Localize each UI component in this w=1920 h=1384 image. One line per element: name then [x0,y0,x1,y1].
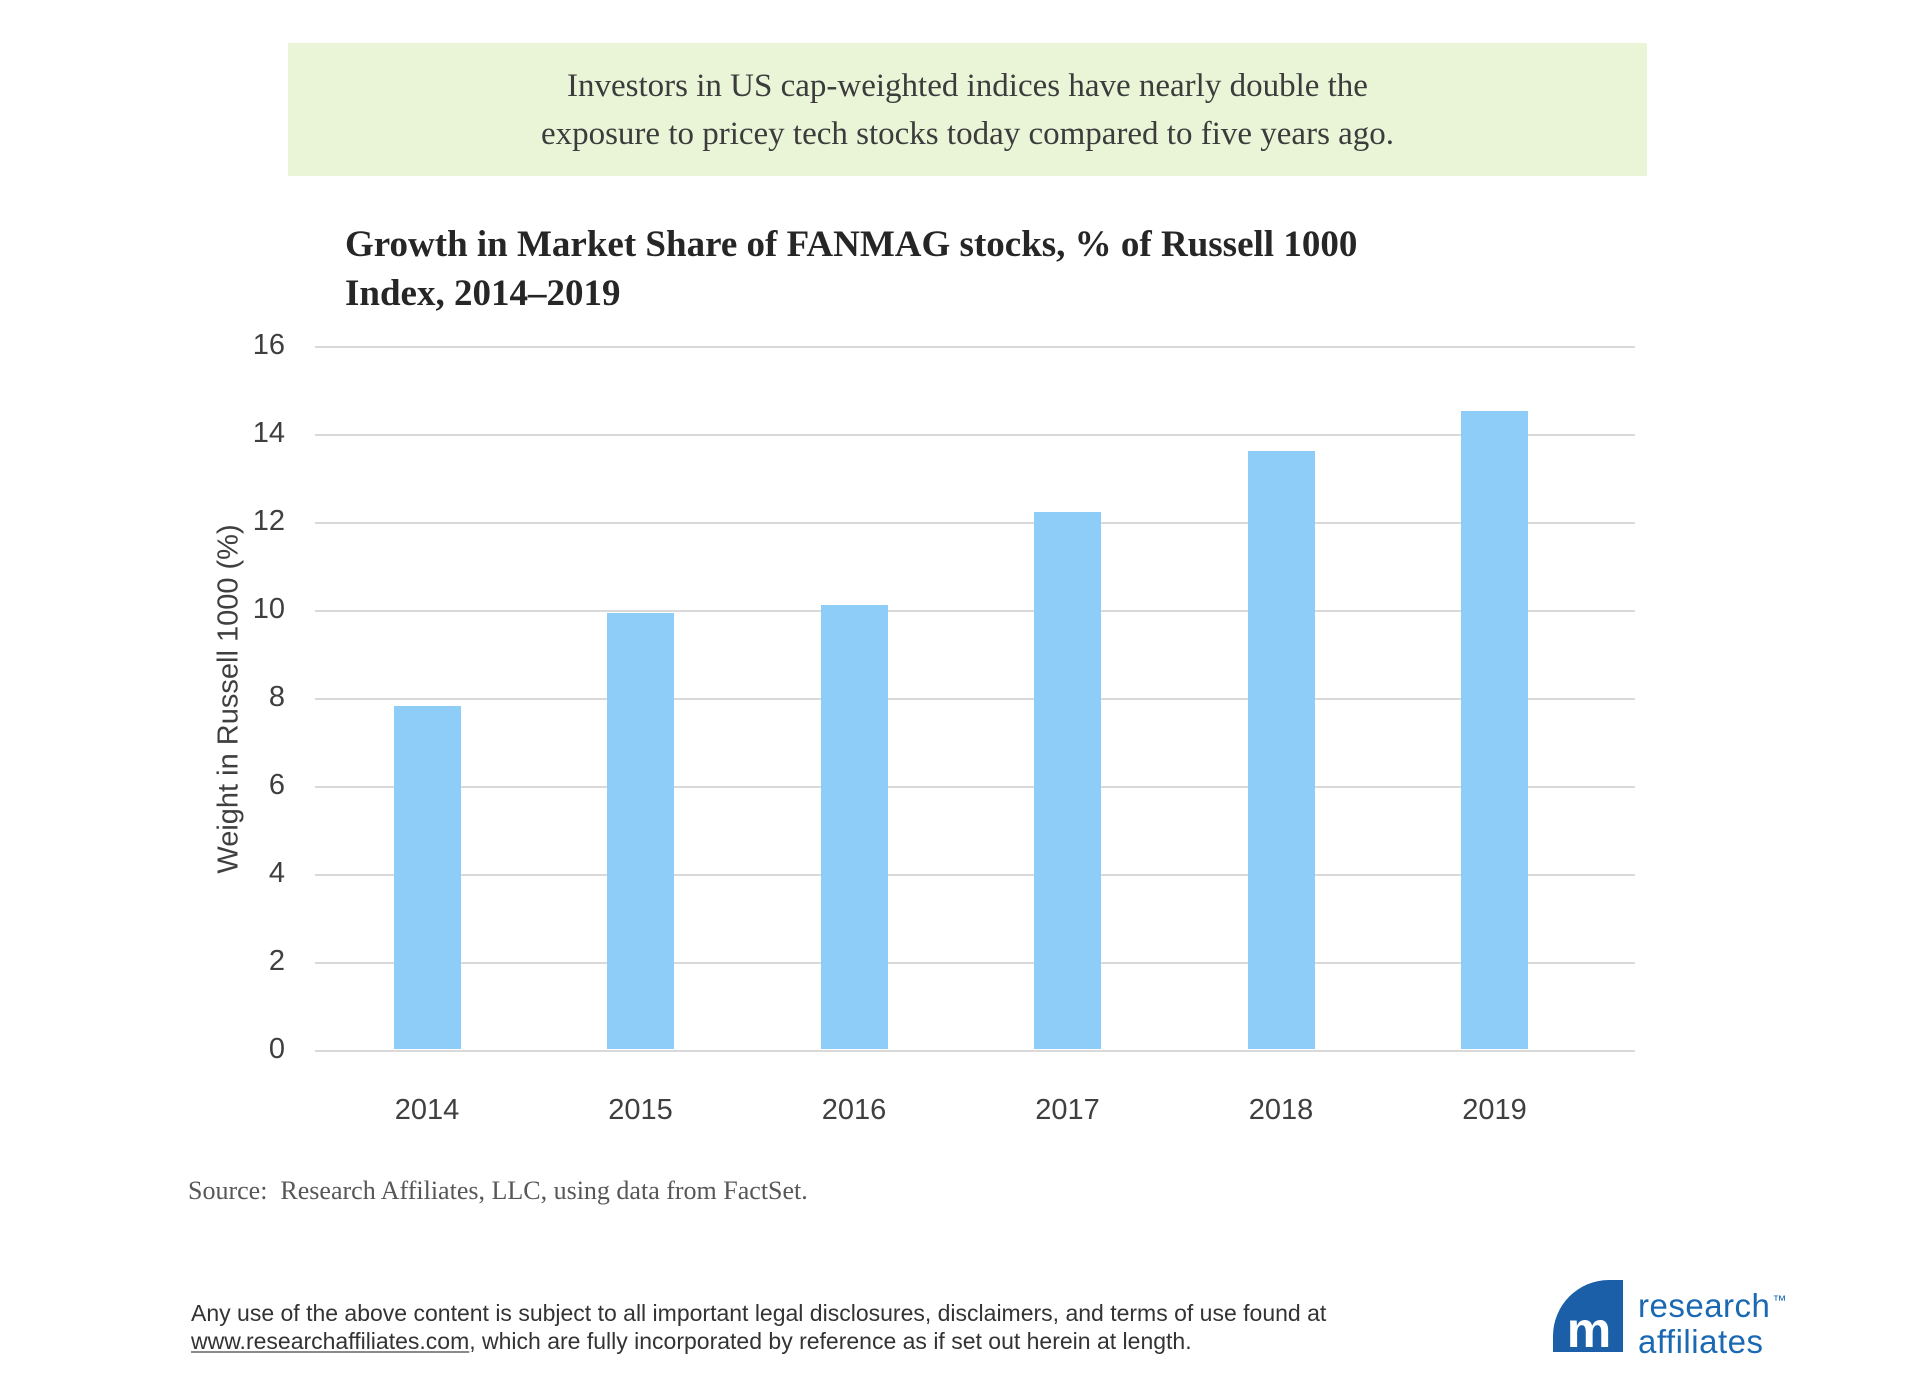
gridline [315,786,1635,788]
logo-monogram-icon: m [1553,1280,1623,1352]
banner-line-1: Investors in US cap-weighted indices hav… [567,67,1368,104]
gridline [315,1050,1635,1052]
plot-area: Weight in Russell 1000 (%) 0 2 4 6 8 10 12 14 16… [213,329,1635,1126]
logo-text: research ™ affiliates [1638,1282,1787,1360]
legal-link[interactable]: www.researchaffiliates.com [191,1328,470,1354]
y-tick-label: 4 [268,857,285,889]
logo: m research ™ affiliates [1553,1280,1787,1360]
bar-2017 [1034,512,1101,1049]
highlight-banner: Investors in US cap-weighted indices hav… [288,43,1647,176]
gridline [315,522,1635,524]
y-tick-label: 6 [268,769,285,801]
y-tick-label: 14 [252,417,285,449]
x-tick-label: 2018 [1248,1094,1314,1126]
y-tick-label: 12 [252,505,285,537]
y-tick-label: 10 [252,593,285,625]
gridline [315,610,1635,612]
bar-2016 [820,604,888,1049]
x-tick-label: 2016 [821,1094,887,1126]
legal-line-2-rest: , which are fully incorporated by refere… [469,1328,1192,1354]
logo-text-line-2: affiliates [1638,1323,1764,1360]
gridline [315,346,1635,348]
banner-line-2: exposure to pricey tech stocks today com… [540,115,1395,152]
y-tick-label: 8 [268,681,285,713]
bar-2019 [1461,411,1528,1049]
legal-disclaimer: Any use of the above content is subject … [191,1299,1326,1355]
y-tick-label: 2 [268,945,285,977]
chart-title: Growth in Market Share of FANMAG stocks,… [345,220,1357,318]
x-tick-label: 2019 [1462,1094,1527,1126]
y-tick-label: 16 [252,329,285,361]
chart-title-line-2: Index, 2014–2019 [345,273,621,314]
source-note: Source: Research Affiliates, LLC, using … [188,1176,808,1205]
trademark-symbol: ™ [1772,1292,1787,1308]
x-tick-label: 2014 [394,1094,460,1126]
y-tick-label: 0 [268,1033,285,1065]
logo-word-research: research [1638,1287,1771,1324]
logo-text-line-1: research ™ [1638,1282,1787,1324]
chart-title-line-1: Growth in Market Share of FANMAG stocks,… [345,224,1358,265]
logo-monogram-letter: m [1566,1302,1611,1352]
legal-line-1: Any use of the above content is subject … [191,1300,1327,1326]
gridline [315,698,1635,700]
bar-2015 [607,613,674,1049]
gridline [315,434,1635,436]
gridline [315,874,1635,876]
bar-2018 [1247,450,1315,1049]
bar-2014 [393,705,461,1049]
gridline [315,962,1635,964]
x-tick-label: 2017 [1035,1094,1100,1126]
x-tick-label: 2015 [608,1094,673,1126]
legal-line-2: www.researchaffiliates.com, which are fu… [191,1327,1326,1355]
